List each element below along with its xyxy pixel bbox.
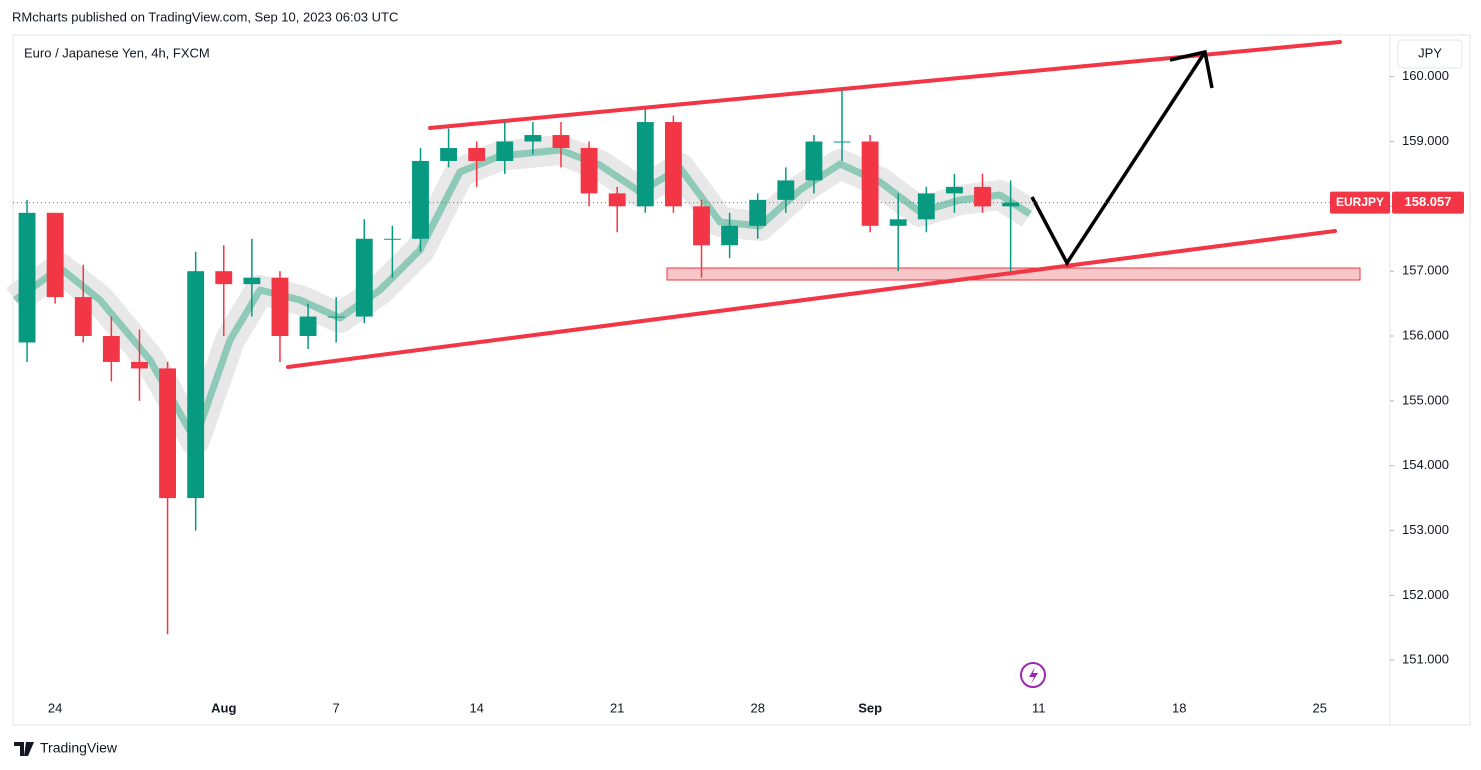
candle-body [636, 122, 654, 207]
x-tick-label: 24 [48, 700, 62, 715]
candle-body [693, 206, 710, 246]
symbol-tag [1330, 191, 1390, 214]
candle-body [552, 135, 570, 148]
candle-body [664, 122, 682, 207]
x-tick-label: Aug [211, 700, 236, 715]
x-tick-label: 11 [1032, 700, 1046, 715]
candle-body [327, 316, 345, 318]
candles [18, 89, 1020, 635]
y-tick-label: 159.000 [1402, 133, 1449, 148]
arrow-head [1169, 49, 1214, 89]
x-tick-label: 14 [469, 700, 483, 715]
footer-brand: TradingView [40, 740, 118, 756]
x-tick-label: 25 [1313, 700, 1327, 715]
y-tick-label: 160.000 [1402, 68, 1449, 83]
candle-body [524, 135, 542, 142]
chart-frame [12, 34, 1471, 726]
price-tag-label: 158.057 [1405, 194, 1452, 209]
candle-body [945, 186, 963, 194]
candle-body [861, 141, 879, 226]
y-tick-label: 154.000 [1402, 457, 1449, 472]
candle-body [721, 225, 739, 246]
candle-body [1002, 202, 1020, 207]
candle-body [46, 212, 64, 298]
candle-body [159, 368, 176, 499]
candle-body [215, 271, 233, 285]
candle-body [496, 141, 514, 161]
currency: JPY [1418, 45, 1442, 60]
tv-logo [14, 742, 34, 756]
candle-body [131, 361, 148, 369]
candle-body [299, 316, 317, 337]
candle-body [355, 238, 373, 317]
symbol-tag-label: EURJPY [1336, 195, 1384, 209]
events-bolt [1029, 667, 1038, 684]
y-tick-label: 156.000 [1402, 327, 1449, 342]
x-tick-label: 28 [750, 700, 764, 715]
price-tag [1392, 191, 1464, 214]
candle-body [243, 277, 261, 285]
y-tick-label: 151.000 [1402, 652, 1449, 667]
candle-body [412, 160, 429, 239]
candle-body [608, 193, 626, 207]
y-tick-label: 153.000 [1402, 522, 1449, 537]
candle-body [833, 141, 851, 143]
candle-body [889, 219, 907, 226]
candle-body [74, 297, 92, 337]
candle-body [102, 336, 120, 362]
candle-body [18, 212, 36, 343]
channel-bottom [286, 229, 1337, 369]
y-tick-label: 152.000 [1402, 587, 1449, 602]
candle-body [749, 199, 767, 226]
projection-arrow [1030, 51, 1207, 267]
x-tick-label: 21 [610, 700, 624, 715]
x-tick-label: 18 [1172, 700, 1186, 715]
chart-title: Euro / Japanese Yen, 4h, FXCM [24, 45, 210, 60]
candle-body [383, 238, 401, 240]
candle-body [974, 186, 991, 207]
y-tick-label: 155.000 [1402, 392, 1449, 407]
candle-body [271, 277, 289, 337]
candle-body [917, 193, 935, 220]
publish-header: RMcharts published on TradingView.com, S… [12, 9, 398, 24]
candle-body [805, 141, 823, 181]
candle-body [440, 147, 458, 161]
candle-body [580, 147, 598, 194]
y-tick-label: 157.000 [1402, 263, 1449, 278]
candle-body [468, 147, 486, 161]
x-tick-label: Sep [858, 700, 882, 715]
x-tick-label: 7 [333, 700, 340, 715]
candle-body [777, 180, 795, 200]
candle-body [187, 271, 205, 499]
currency-box[interactable] [1397, 39, 1463, 69]
